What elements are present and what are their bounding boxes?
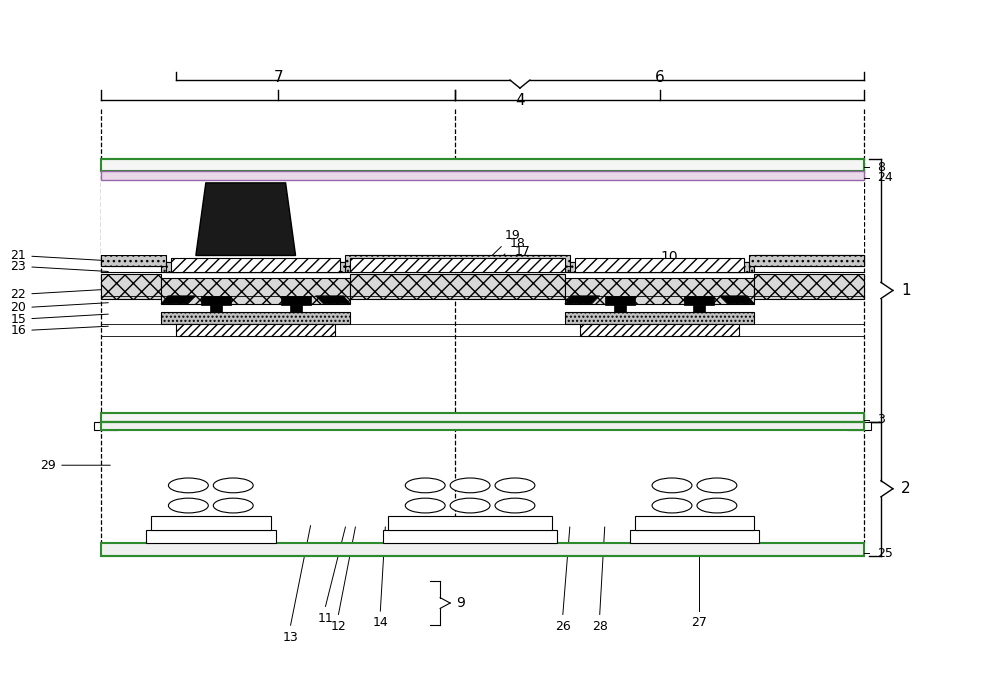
- Text: 28: 28: [592, 620, 608, 633]
- Bar: [570, 262, 749, 272]
- Bar: [684, 296, 714, 305]
- Ellipse shape: [405, 478, 445, 493]
- Text: 20: 20: [10, 302, 108, 315]
- Bar: [151, 516, 271, 531]
- Ellipse shape: [168, 498, 208, 513]
- Bar: [281, 296, 311, 305]
- Ellipse shape: [168, 478, 208, 493]
- Text: 27: 27: [692, 616, 707, 630]
- Bar: [290, 305, 302, 312]
- Bar: [101, 183, 194, 256]
- Text: 8: 8: [877, 161, 885, 174]
- Ellipse shape: [450, 478, 490, 493]
- Ellipse shape: [697, 498, 737, 513]
- Bar: [171, 258, 340, 271]
- Bar: [101, 171, 864, 180]
- Text: 24: 24: [877, 171, 893, 184]
- Bar: [350, 256, 565, 265]
- Bar: [201, 296, 231, 305]
- Bar: [101, 413, 864, 421]
- Bar: [614, 305, 626, 312]
- Polygon shape: [719, 296, 754, 304]
- Text: 21: 21: [11, 249, 108, 262]
- Ellipse shape: [213, 498, 253, 513]
- Bar: [101, 256, 166, 265]
- Ellipse shape: [495, 478, 535, 493]
- Text: 3: 3: [877, 413, 885, 426]
- Polygon shape: [316, 296, 350, 304]
- Text: 13: 13: [283, 630, 298, 643]
- Bar: [575, 258, 744, 271]
- Text: 23: 23: [11, 260, 108, 273]
- Text: 18: 18: [497, 237, 526, 261]
- Bar: [210, 305, 222, 312]
- Bar: [605, 296, 635, 305]
- Text: 7: 7: [273, 70, 283, 85]
- Bar: [635, 516, 754, 531]
- Text: 22: 22: [11, 288, 108, 301]
- Bar: [754, 273, 864, 298]
- Bar: [101, 159, 864, 171]
- Bar: [166, 262, 345, 272]
- Bar: [161, 261, 350, 271]
- Text: 19: 19: [492, 229, 521, 256]
- Bar: [630, 531, 759, 543]
- Bar: [161, 278, 350, 304]
- Text: 1: 1: [901, 283, 911, 298]
- Bar: [345, 256, 570, 265]
- Bar: [847, 421, 871, 430]
- Text: 26: 26: [555, 620, 571, 633]
- Ellipse shape: [652, 498, 692, 513]
- Ellipse shape: [652, 478, 692, 493]
- Ellipse shape: [405, 498, 445, 513]
- Text: 29: 29: [40, 459, 110, 472]
- Bar: [693, 305, 705, 312]
- Bar: [94, 421, 118, 430]
- Text: 12: 12: [331, 620, 346, 633]
- Polygon shape: [565, 296, 600, 304]
- Polygon shape: [161, 296, 196, 304]
- Text: 6: 6: [655, 70, 664, 85]
- Text: 14: 14: [372, 616, 388, 630]
- Bar: [383, 531, 557, 543]
- Text: 16: 16: [11, 324, 108, 338]
- Ellipse shape: [495, 498, 535, 513]
- Text: 25: 25: [877, 547, 893, 560]
- Bar: [350, 273, 565, 298]
- Text: 5: 5: [248, 184, 279, 215]
- Bar: [749, 256, 864, 265]
- Bar: [101, 180, 864, 258]
- Bar: [580, 324, 739, 336]
- Bar: [565, 312, 754, 324]
- Text: 9: 9: [456, 596, 465, 610]
- Bar: [754, 256, 864, 265]
- Bar: [101, 421, 864, 430]
- Text: 17: 17: [502, 245, 531, 266]
- Text: 2: 2: [901, 481, 911, 496]
- Ellipse shape: [450, 498, 490, 513]
- Bar: [350, 258, 565, 271]
- Bar: [565, 278, 754, 304]
- Text: 10: 10: [661, 250, 678, 264]
- Bar: [101, 256, 161, 265]
- Bar: [101, 273, 161, 298]
- Text: 4: 4: [515, 93, 525, 109]
- Ellipse shape: [213, 478, 253, 493]
- Polygon shape: [196, 183, 296, 256]
- Ellipse shape: [697, 478, 737, 493]
- Bar: [565, 261, 754, 271]
- Bar: [388, 516, 552, 531]
- Text: 11: 11: [318, 612, 333, 625]
- Text: 15: 15: [10, 313, 108, 326]
- Bar: [176, 324, 335, 336]
- Bar: [146, 531, 276, 543]
- Bar: [101, 543, 864, 556]
- Bar: [161, 312, 350, 324]
